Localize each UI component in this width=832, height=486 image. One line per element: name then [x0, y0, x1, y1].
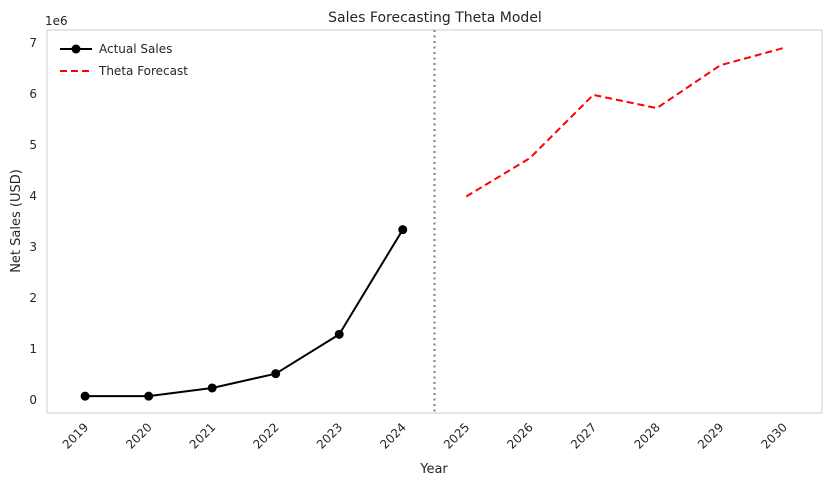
y-tick-label: 6: [29, 87, 37, 101]
chart-title: Sales Forecasting Theta Model: [328, 10, 542, 26]
actual-sales-point: [144, 391, 154, 401]
legend-marker-actual-sales: [71, 44, 81, 54]
y-tick-label: 2: [29, 291, 37, 305]
x-tick-label: 2027: [568, 420, 599, 451]
x-tick-label: 2026: [504, 420, 535, 451]
series-layer: [80, 46, 785, 401]
theta-forecast-line: [465, 46, 785, 198]
y-axis-label: Net Sales (USD): [9, 169, 24, 273]
actual-sales-point: [334, 329, 344, 339]
x-tick-label: 2022: [250, 420, 281, 451]
x-axis-ticks: 2019 2020 2021 2022 2023 2024 2025 2026 2027 2028…: [60, 420, 790, 451]
y-axis-ticks: 0 1 2 3 4 5 6 7: [29, 36, 37, 407]
x-tick-label: 2024: [377, 420, 408, 451]
legend-label-theta-forecast: Theta Forecast: [98, 64, 188, 78]
y-tick-label: 7: [29, 36, 37, 50]
x-tick-label: 2030: [759, 420, 790, 451]
actual-sales-point: [398, 225, 408, 235]
x-tick-label: 2025: [441, 420, 472, 451]
y-tick-label: 0: [29, 393, 37, 407]
y-tick-label: 1: [29, 342, 37, 356]
actual-sales-point: [271, 369, 281, 379]
actual-sales-point: [80, 391, 90, 401]
legend-label-actual-sales: Actual Sales: [99, 42, 172, 56]
actual-sales-point: [207, 383, 217, 393]
y-tick-label: 5: [29, 138, 37, 152]
y-axis-offset-label: 1e6: [45, 14, 68, 28]
x-tick-label: 2023: [314, 420, 345, 451]
x-tick-label: 2020: [123, 420, 154, 451]
actual-sales-line: [85, 229, 404, 398]
x-tick-label: 2028: [631, 420, 662, 451]
y-tick-label: 3: [29, 240, 37, 254]
legend: Actual Sales Theta Forecast: [60, 42, 188, 78]
x-tick-label: 2029: [695, 420, 726, 451]
x-tick-label: 2021: [187, 420, 218, 451]
y-tick-label: 4: [29, 189, 37, 203]
x-axis-label: Year: [419, 462, 448, 477]
x-tick-label: 2019: [60, 420, 91, 451]
